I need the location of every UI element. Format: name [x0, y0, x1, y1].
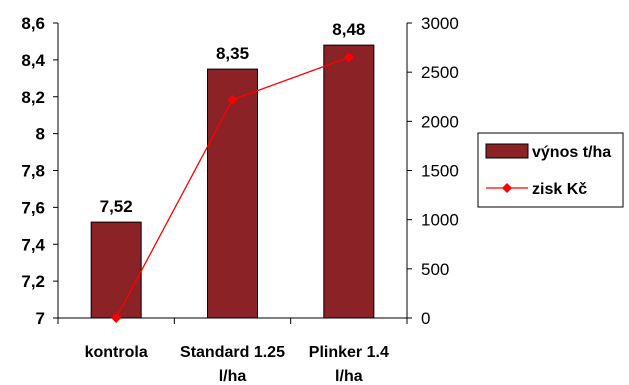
line-point: [227, 94, 238, 105]
left-tick-label: 7,6: [21, 198, 45, 217]
left-tick-label: 7: [36, 309, 45, 328]
axes: 7 7,2 7,4 7,6 7,8 8 8,2 8,4 8,6 0 500 1000 1500 2000 2…: [21, 14, 458, 385]
left-tick-label: 8,4: [21, 51, 45, 70]
bar: [323, 44, 375, 319]
left-tick-label: 7,4: [21, 235, 45, 254]
legend-swatch-marker: [502, 183, 512, 193]
bar-data-label: 7,52: [100, 197, 133, 216]
line-point: [343, 52, 354, 63]
bar-data-label: 8,35: [216, 44, 249, 63]
category-label: Plinker 1.4 l/ha: [309, 344, 389, 385]
right-tick-label: 2500: [421, 63, 459, 82]
category-label: Standard 1.25 l/ha: [180, 344, 285, 385]
right-tick-label: 1000: [421, 211, 459, 230]
right-tick-label: 1500: [421, 162, 459, 181]
left-tick-label: 8,6: [21, 14, 45, 33]
legend-label-bar: výnos t/ha: [532, 144, 611, 161]
category-label: kontrola: [85, 344, 148, 361]
right-tick-label: 0: [421, 309, 430, 328]
right-tick-label: 3000: [421, 14, 459, 33]
bar: [207, 68, 258, 319]
right-tick-label: 500: [421, 260, 449, 279]
left-tick-label: 7,8: [21, 162, 45, 181]
left-tick-label: 8,2: [21, 88, 45, 107]
legend-label-line: zisk Kč: [532, 181, 587, 198]
bar-data-label: 8,48: [332, 20, 365, 39]
bars: [90, 44, 375, 319]
bar: [90, 221, 142, 319]
left-tick-label: 7,2: [21, 272, 45, 291]
left-tick-label: 8: [36, 125, 45, 144]
right-tick-label: 2000: [421, 112, 459, 131]
line-point: [111, 313, 122, 323]
line-series: [111, 52, 354, 323]
legend: výnos t/ha zisk Kč: [477, 132, 624, 208]
labels: 7,52 8,35 8,48: [100, 20, 366, 216]
legend-swatch-bar: [485, 143, 529, 159]
